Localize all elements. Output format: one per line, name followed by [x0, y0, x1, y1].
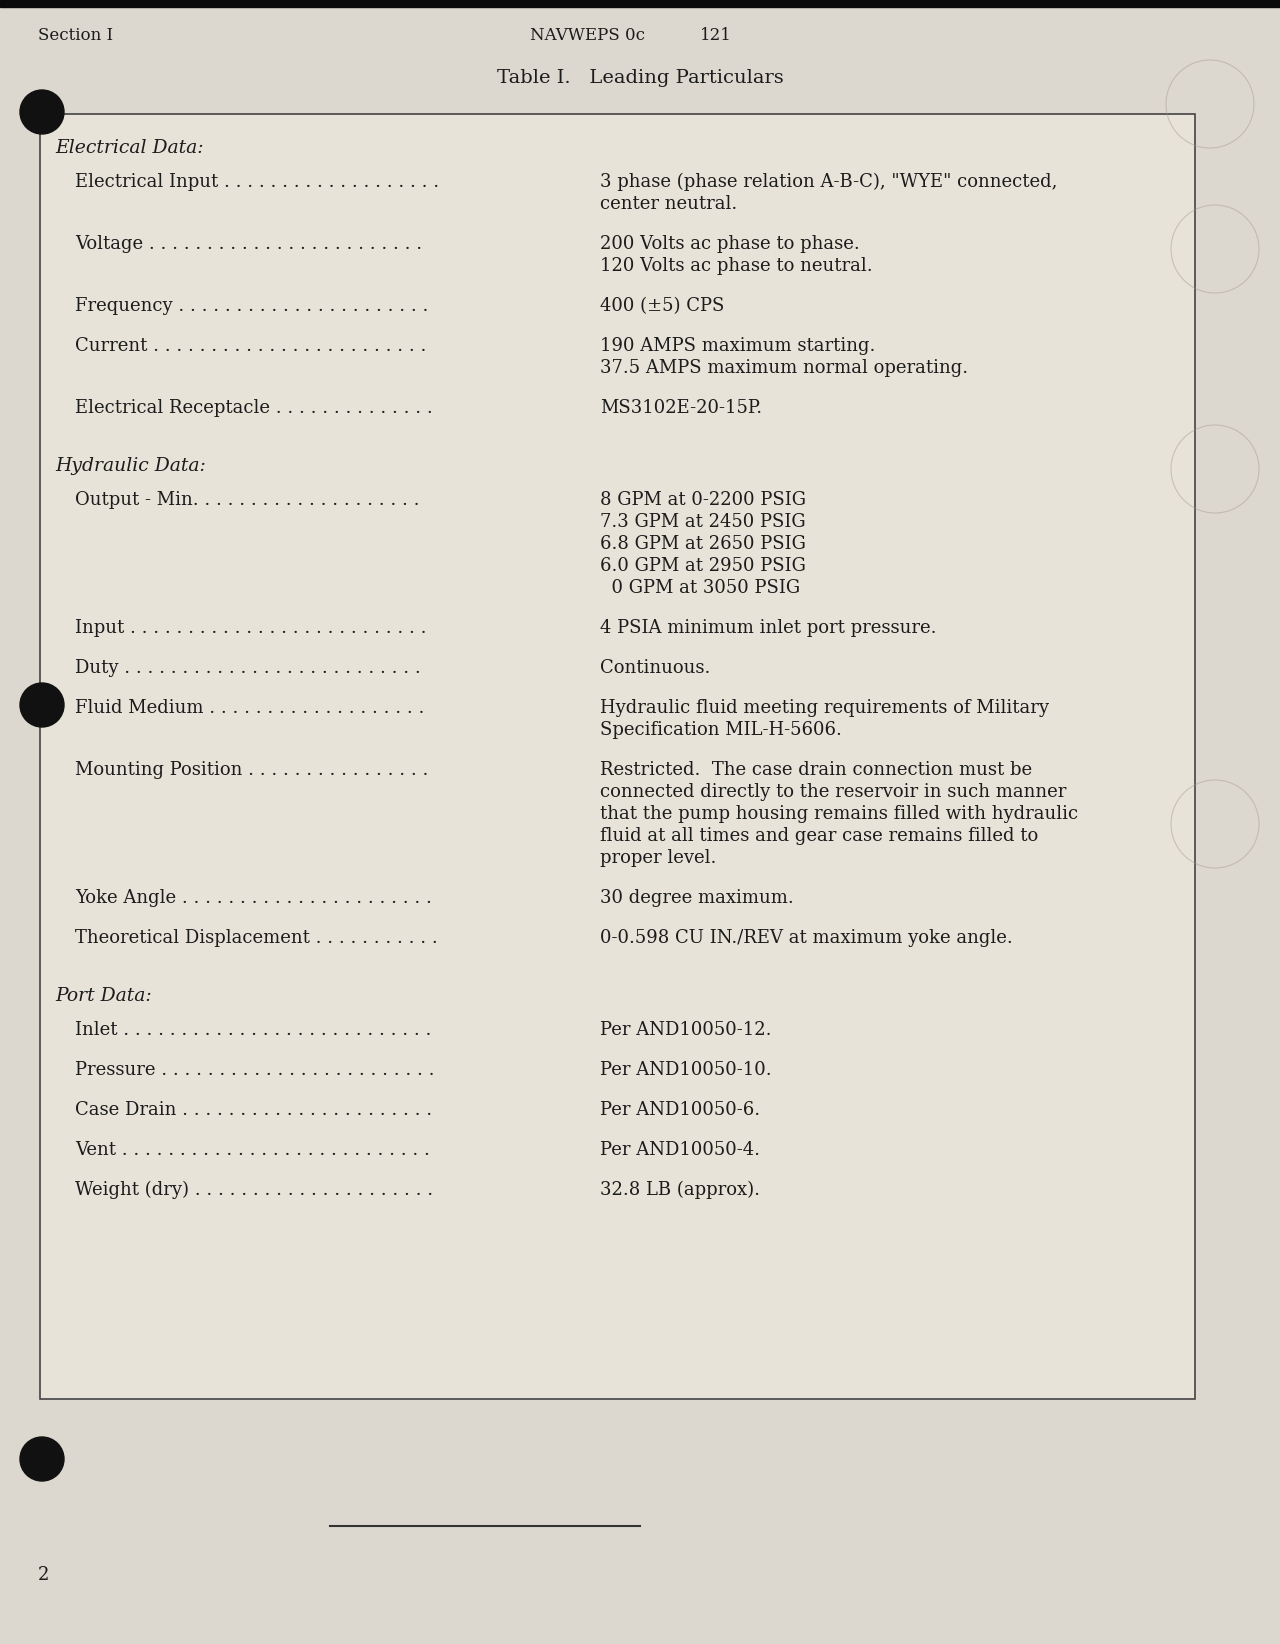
Text: Input . . . . . . . . . . . . . . . . . . . . . . . . . .: Input . . . . . . . . . . . . . . . . . …: [76, 620, 426, 636]
Text: that the pump housing remains filled with hydraulic: that the pump housing remains filled wit…: [600, 806, 1078, 824]
Text: 6.0 GPM at 2950 PSIG: 6.0 GPM at 2950 PSIG: [600, 557, 806, 575]
Text: 8 GPM at 0-2200 PSIG: 8 GPM at 0-2200 PSIG: [600, 492, 806, 510]
Circle shape: [20, 1437, 64, 1481]
Text: MS3102E-20-15P.: MS3102E-20-15P.: [600, 399, 762, 418]
Text: 200 Volts ac phase to phase.: 200 Volts ac phase to phase.: [600, 235, 860, 253]
Text: 190 AMPS maximum starting.: 190 AMPS maximum starting.: [600, 337, 876, 355]
Text: 121: 121: [700, 26, 732, 44]
Text: Yoke Angle . . . . . . . . . . . . . . . . . . . . . .: Yoke Angle . . . . . . . . . . . . . . .…: [76, 889, 431, 907]
Text: 7.3 GPM at 2450 PSIG: 7.3 GPM at 2450 PSIG: [600, 513, 805, 531]
Text: Voltage . . . . . . . . . . . . . . . . . . . . . . . .: Voltage . . . . . . . . . . . . . . . . …: [76, 235, 422, 253]
Text: Per AND10050-6.: Per AND10050-6.: [600, 1101, 760, 1120]
Text: Theoretical Displacement . . . . . . . . . . .: Theoretical Displacement . . . . . . . .…: [76, 929, 438, 947]
Text: 30 degree maximum.: 30 degree maximum.: [600, 889, 794, 907]
Text: fluid at all times and gear case remains filled to: fluid at all times and gear case remains…: [600, 827, 1038, 845]
Text: 0-0.598 CU IN./REV at maximum yoke angle.: 0-0.598 CU IN./REV at maximum yoke angle…: [600, 929, 1012, 947]
Text: Per AND10050-12.: Per AND10050-12.: [600, 1021, 772, 1039]
Text: Table I.   Leading Particulars: Table I. Leading Particulars: [497, 69, 783, 87]
Text: Electrical Input . . . . . . . . . . . . . . . . . . .: Electrical Input . . . . . . . . . . . .…: [76, 173, 439, 191]
Circle shape: [20, 90, 64, 135]
Text: Hydraulic Data:: Hydraulic Data:: [55, 457, 206, 475]
Text: Vent . . . . . . . . . . . . . . . . . . . . . . . . . . .: Vent . . . . . . . . . . . . . . . . . .…: [76, 1141, 430, 1159]
Text: 3 phase (phase relation A-B-C), "WYE" connected,: 3 phase (phase relation A-B-C), "WYE" co…: [600, 173, 1057, 191]
Text: proper level.: proper level.: [600, 848, 717, 866]
Text: Case Drain . . . . . . . . . . . . . . . . . . . . . .: Case Drain . . . . . . . . . . . . . . .…: [76, 1101, 433, 1120]
Text: Fluid Medium . . . . . . . . . . . . . . . . . . .: Fluid Medium . . . . . . . . . . . . . .…: [76, 699, 425, 717]
Text: Pressure . . . . . . . . . . . . . . . . . . . . . . . .: Pressure . . . . . . . . . . . . . . . .…: [76, 1060, 434, 1078]
Text: Frequency . . . . . . . . . . . . . . . . . . . . . .: Frequency . . . . . . . . . . . . . . . …: [76, 298, 429, 316]
Text: Port Data:: Port Data:: [55, 986, 152, 1004]
Text: Mounting Position . . . . . . . . . . . . . . . .: Mounting Position . . . . . . . . . . . …: [76, 761, 429, 779]
Text: Output - Min. . . . . . . . . . . . . . . . . . . .: Output - Min. . . . . . . . . . . . . . …: [76, 492, 420, 510]
Text: 4 PSIA minimum inlet port pressure.: 4 PSIA minimum inlet port pressure.: [600, 620, 937, 636]
Text: 6.8 GPM at 2650 PSIG: 6.8 GPM at 2650 PSIG: [600, 534, 806, 552]
Text: Weight (dry) . . . . . . . . . . . . . . . . . . . . .: Weight (dry) . . . . . . . . . . . . . .…: [76, 1180, 433, 1198]
Text: Restricted.  The case drain connection must be: Restricted. The case drain connection mu…: [600, 761, 1032, 779]
Text: Section I: Section I: [38, 26, 113, 44]
Text: Hydraulic fluid meeting requirements of Military: Hydraulic fluid meeting requirements of …: [600, 699, 1050, 717]
Text: 400 (±5) CPS: 400 (±5) CPS: [600, 298, 724, 316]
Text: Inlet . . . . . . . . . . . . . . . . . . . . . . . . . . .: Inlet . . . . . . . . . . . . . . . . . …: [76, 1021, 431, 1039]
Bar: [0, 0, 1280, 7]
Text: Current . . . . . . . . . . . . . . . . . . . . . . . .: Current . . . . . . . . . . . . . . . . …: [76, 337, 426, 355]
Bar: [40, 113, 1196, 1399]
Text: NAVWEPS 0c: NAVWEPS 0c: [530, 26, 645, 44]
Text: Electrical Data:: Electrical Data:: [55, 140, 204, 156]
Text: Per AND10050-4.: Per AND10050-4.: [600, 1141, 760, 1159]
Text: connected directly to the reservoir in such manner: connected directly to the reservoir in s…: [600, 783, 1066, 801]
Text: 0 GPM at 3050 PSIG: 0 GPM at 3050 PSIG: [600, 579, 800, 597]
Text: Electrical Receptacle . . . . . . . . . . . . . .: Electrical Receptacle . . . . . . . . . …: [76, 399, 433, 418]
Text: center neutral.: center neutral.: [600, 196, 737, 214]
Text: Continuous.: Continuous.: [600, 659, 710, 677]
Text: Per AND10050-10.: Per AND10050-10.: [600, 1060, 772, 1078]
Text: 37.5 AMPS maximum normal operating.: 37.5 AMPS maximum normal operating.: [600, 358, 968, 376]
Text: 120 Volts ac phase to neutral.: 120 Volts ac phase to neutral.: [600, 256, 873, 275]
Text: 2: 2: [38, 1567, 50, 1585]
Text: Specification MIL-H-5606.: Specification MIL-H-5606.: [600, 722, 842, 740]
Text: 32.8 LB (approx).: 32.8 LB (approx).: [600, 1180, 760, 1198]
Circle shape: [20, 682, 64, 727]
Text: Duty . . . . . . . . . . . . . . . . . . . . . . . . . .: Duty . . . . . . . . . . . . . . . . . .…: [76, 659, 421, 677]
